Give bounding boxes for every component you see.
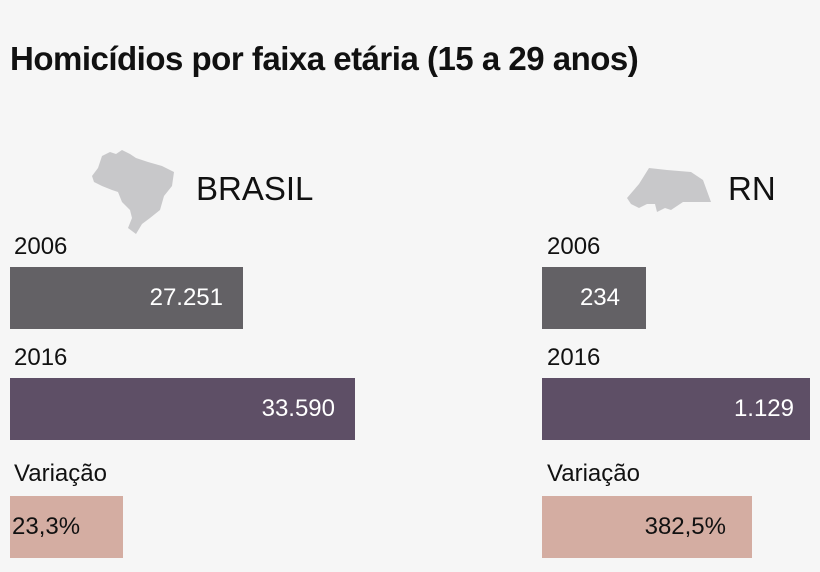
year-label-2006: 2006 [14,233,68,260]
brazil-map-icon [92,150,174,234]
variation-label: Variação [14,460,107,487]
bar-brasil-variacao: 23,3% [10,496,123,558]
year-label-2016: 2016 [14,344,68,371]
bar-brasil-2016: 33.590 [10,378,355,440]
bar-rn-2006: 234 [542,267,646,329]
bar-rn-variacao: 382,5% [542,496,752,558]
bar-rn-2016: 1.129 [542,378,810,440]
year-label-2016: 2016 [547,344,601,371]
bar-brasil-2006: 27.251 [10,267,243,329]
year-label-2006: 2006 [547,233,601,260]
variation-label: Variação [547,460,640,487]
region-label-rn: RN [728,170,776,207]
chart-title: Homicídios por faixa etária (15 a 29 ano… [10,40,639,77]
rn-map-icon [627,168,711,212]
region-label-brasil: BRASIL [196,170,314,207]
